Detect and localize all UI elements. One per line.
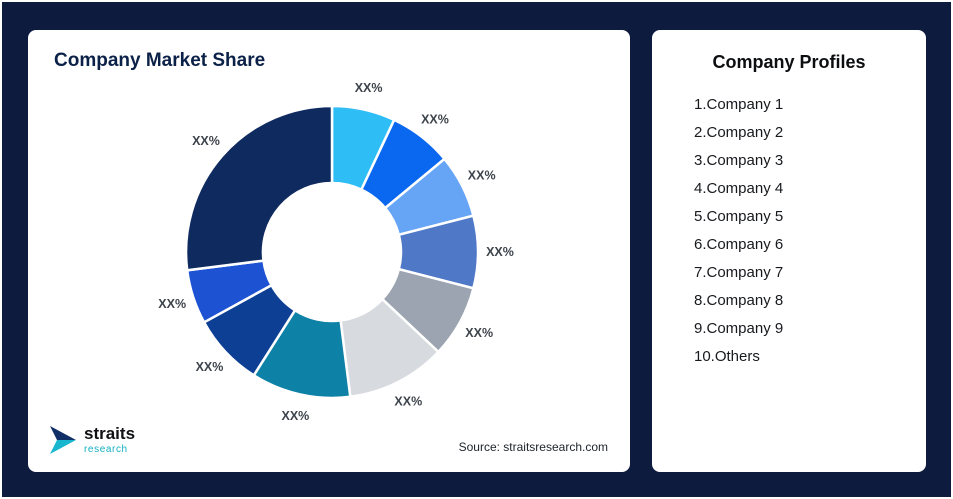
source-attribution: Source: straitsresearch.com [458,440,608,454]
donut-segment-label: XX% [421,112,449,126]
company-profile-item: 10.Others [694,348,760,365]
donut-segment-label: XX% [355,81,383,95]
donut-segment-label: XX% [486,245,514,259]
company-profile-item: 8.Company 8 [694,292,784,309]
company-profile-item: 7.Company 7 [694,264,784,281]
donut-segment-label: XX% [196,360,224,374]
company-profile-item: 5.Company 5 [694,208,784,225]
company-profiles-list: 1.Company 1 2.Company 2 3.Company 3 4.Compa… [652,91,926,371]
donut-segment-label: XX% [468,169,496,183]
company-profiles-title: Company Profiles [712,52,866,72]
straits-logo-text-block: straits research [84,425,135,455]
straits-logo-subtext: research [84,444,128,455]
donut-segment-label: XX% [192,134,220,148]
company-profile-item: 9.Company 9 [694,320,784,337]
donut-segment [184,104,334,272]
straits-logo-text: straits [84,424,136,443]
company-profile-item: 4.Company 4 [694,180,784,197]
company-profile-item: 3.Company 3 [694,152,784,169]
donut-segment-label: XX% [158,297,186,311]
market-share-card: Company Market Share XX% XX% XX% XX% XX% XX% X… [28,30,630,472]
company-profile-item: 1.Company 1 [694,96,784,113]
company-profiles-card: Company Profiles 1.Company 1 2.Company 2 3… [652,30,926,472]
donut-segment-label: XX% [394,395,422,409]
donut-chart: XX% XX% XX% XX% XX% XX% XX% XX% XX% XX% [158,81,514,423]
donut-segment-label: XX% [465,326,493,340]
donut-segment-label: XX% [282,409,310,423]
straits-logo-icon [50,426,76,454]
straits-logo: straits research [48,424,135,456]
company-profile-item: 6.Company 6 [694,236,784,253]
company-profile-item: 2.Company 2 [694,124,784,141]
chart-title: Company Market Share [54,50,266,71]
